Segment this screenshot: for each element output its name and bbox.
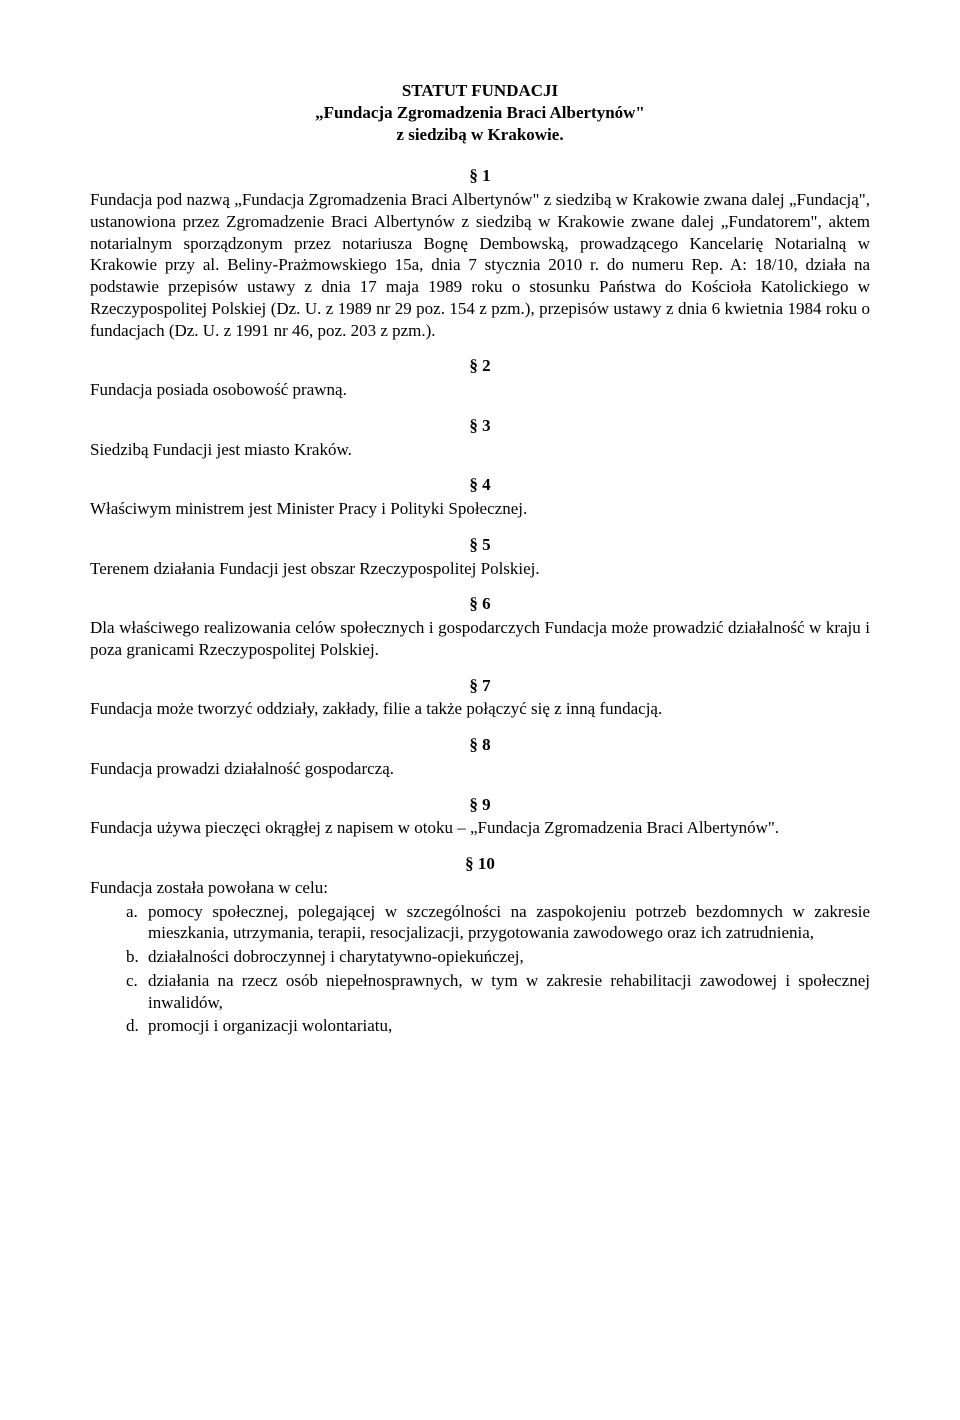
section-5-body: Terenem działania Fundacji jest obszar R… [90, 558, 870, 580]
section-4-number: § 4 [90, 474, 870, 496]
section-9-number: § 9 [90, 794, 870, 816]
section-5-number: § 5 [90, 534, 870, 556]
document-page: STATUT FUNDACJI „Fundacja Zgromadzenia B… [0, 0, 960, 1103]
list-text: działalności dobroczynnej i charytatywno… [148, 946, 870, 968]
list-marker: b. [126, 946, 148, 968]
list-text: promocji i organizacji wolontariatu, [148, 1015, 870, 1037]
title-line-3: z siedzibą w Krakowie. [90, 124, 870, 146]
document-title-block: STATUT FUNDACJI „Fundacja Zgromadzenia B… [90, 80, 870, 145]
section-10-number: § 10 [90, 853, 870, 875]
section-9-body: Fundacja używa pieczęci okrągłej z napis… [90, 817, 870, 839]
list-marker: d. [126, 1015, 148, 1037]
list-item: a. pomocy społecznej, polegającej w szcz… [126, 901, 870, 945]
section-2-number: § 2 [90, 355, 870, 377]
title-line-1: STATUT FUNDACJI [90, 80, 870, 102]
list-item: d. promocji i organizacji wolontariatu, [126, 1015, 870, 1037]
section-1-body: Fundacja pod nazwą „Fundacja Zgromadzeni… [90, 189, 870, 341]
section-1-number: § 1 [90, 165, 870, 187]
section-6-number: § 6 [90, 593, 870, 615]
section-7-body: Fundacja może tworzyć oddziały, zakłady,… [90, 698, 870, 720]
title-line-2: „Fundacja Zgromadzenia Braci Albertynów" [90, 102, 870, 124]
section-10-list: a. pomocy społecznej, polegającej w szcz… [90, 901, 870, 1038]
section-6-body: Dla właściwego realizowania celów społec… [90, 617, 870, 661]
section-2-body: Fundacja posiada osobowość prawną. [90, 379, 870, 401]
section-7-number: § 7 [90, 675, 870, 697]
list-marker: a. [126, 901, 148, 945]
list-marker: c. [126, 970, 148, 1014]
section-10-intro: Fundacja została powołana w celu: [90, 877, 870, 899]
list-text: działania na rzecz osób niepełnosprawnyc… [148, 970, 870, 1014]
list-item: b. działalności dobroczynnej i charytaty… [126, 946, 870, 968]
list-item: c. działania na rzecz osób niepełnospraw… [126, 970, 870, 1014]
section-4-body: Właściwym ministrem jest Minister Pracy … [90, 498, 870, 520]
section-8-body: Fundacja prowadzi działalność gospodarcz… [90, 758, 870, 780]
section-3-body: Siedzibą Fundacji jest miasto Kraków. [90, 439, 870, 461]
section-8-number: § 8 [90, 734, 870, 756]
section-3-number: § 3 [90, 415, 870, 437]
list-text: pomocy społecznej, polegającej w szczegó… [148, 901, 870, 945]
